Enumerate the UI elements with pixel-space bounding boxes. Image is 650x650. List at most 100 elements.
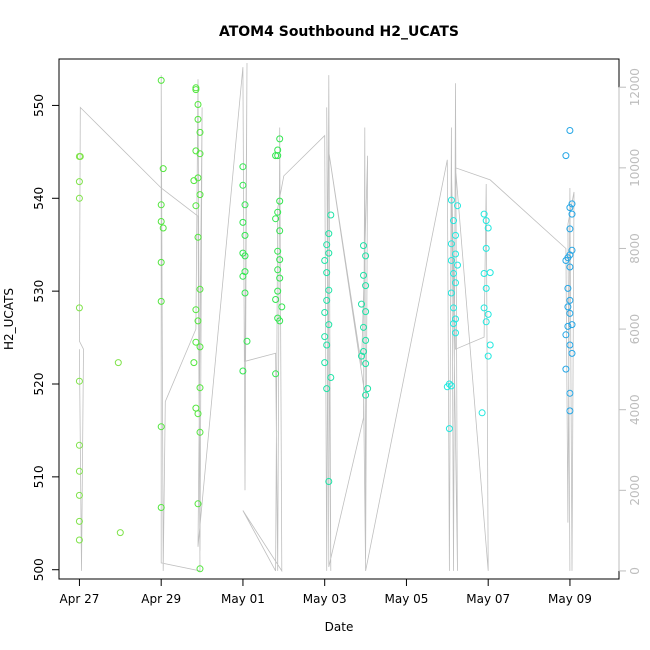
data-point-series-4 — [327, 211, 335, 219]
data-point-series-3 — [276, 227, 284, 235]
x-tick-label: May 05 — [384, 592, 428, 606]
data-point-series-6 — [566, 309, 574, 317]
y-tick-label: 550 — [32, 94, 46, 117]
data-point-series-1 — [76, 153, 84, 160]
data-point-series-5 — [454, 261, 461, 269]
data-point-series-4 — [362, 308, 370, 316]
data-point-series-5 — [484, 310, 492, 318]
data-point-series-6 — [564, 284, 572, 292]
data-point-series-6 — [564, 303, 572, 311]
data-point-series-2 — [157, 218, 165, 225]
data-point-series-3 — [241, 289, 249, 297]
data-point-series-5 — [484, 224, 492, 232]
data-point-series-3 — [272, 215, 280, 223]
data-point-series-3 — [274, 266, 282, 274]
data-point-series-3 — [274, 287, 282, 295]
data-point-series-5 — [484, 352, 492, 360]
data-point-series-5 — [450, 304, 457, 312]
x-tick-label: Apr 29 — [141, 592, 181, 606]
data-point-series-5 — [480, 210, 488, 218]
data-point-series-3 — [239, 367, 247, 375]
chart-title: ATOM4 Southbound H2_UCATS — [219, 24, 459, 40]
data-point-series-4 — [323, 241, 331, 249]
data-point-series-4 — [362, 360, 370, 368]
data-point-series-4 — [360, 323, 367, 331]
data-point-series-5 — [478, 409, 486, 417]
data-point-series-3 — [274, 152, 282, 160]
data-point-series-5 — [447, 382, 455, 390]
data-point-series-4 — [364, 385, 372, 393]
data-point-series-1 — [75, 491, 83, 499]
data-point-series-2 — [194, 101, 202, 108]
data-point-series-4 — [321, 359, 329, 367]
data-point-series-2 — [196, 285, 204, 293]
data-point-series-2 — [157, 258, 165, 266]
data-point-series-6 — [566, 341, 574, 349]
data-point-series-5 — [450, 320, 457, 328]
data-point-series-5 — [450, 217, 457, 225]
x-tick-label: May 07 — [466, 592, 510, 606]
data-point-series-3 — [276, 317, 284, 325]
secondary-series — [78, 62, 575, 573]
data-point-series-4 — [323, 296, 331, 304]
data-point-series-4 — [362, 391, 370, 399]
data-point-series-2 — [192, 338, 200, 346]
y-tick-label: 510 — [32, 465, 46, 488]
data-point-series-5 — [480, 304, 488, 312]
y-axis-label: H2_UCATS — [2, 288, 16, 350]
data-point-series-4 — [325, 249, 333, 257]
data-point-series-3 — [241, 201, 249, 209]
data-point-series-4 — [360, 242, 367, 250]
data-point-series-6 — [562, 365, 570, 373]
data-point-series-1 — [75, 441, 83, 449]
data-point-series-2 — [194, 317, 202, 325]
data-point-series-3 — [272, 296, 280, 303]
data-point-series-3 — [276, 256, 284, 264]
data-point-series-2 — [196, 384, 204, 392]
data-point-series-4 — [327, 374, 335, 381]
data-point-series-2 — [196, 150, 204, 158]
x-axis: Apr 27 Apr 29 May 01 May 03 May 05 May 07 May … — [60, 578, 592, 606]
y2-tick-label: 2000 — [628, 475, 642, 506]
data-point-series-1 — [75, 304, 83, 312]
data-point-series-6 — [566, 296, 574, 304]
data-point-series-4 — [362, 336, 370, 344]
data-point-series-6 — [566, 204, 574, 212]
data-point-series-4 — [323, 385, 331, 393]
data-point-series-5 — [445, 425, 453, 433]
y2-axis: 0 2000 4000 6000 8000 10000 12000 — [618, 68, 642, 575]
data-point-series-4 — [321, 333, 329, 341]
y2-tick-label: 10000 — [628, 149, 642, 187]
data-point-series-5 — [452, 279, 459, 287]
data-point-series-2 — [196, 191, 204, 199]
data-point-series-5 — [482, 318, 490, 326]
y2-tick-label: 6000 — [628, 314, 642, 345]
data-point-series-5 — [447, 240, 455, 248]
data-point-series-2 — [157, 297, 165, 305]
data-point-series-6 — [566, 225, 574, 233]
data-point-series-4 — [325, 478, 333, 485]
data-point-series-1 — [75, 467, 83, 475]
data-point-series-3 — [241, 231, 249, 239]
data-point-series-3 — [239, 181, 247, 189]
data-point-series-4 — [325, 321, 333, 329]
data-point-series-6 — [566, 389, 574, 397]
x-tick-label: May 03 — [303, 592, 347, 606]
data-point-series-3 — [278, 303, 286, 311]
data-point-series-5 — [450, 270, 457, 277]
y-tick-label: 500 — [32, 558, 46, 581]
data-point-series-5 — [480, 270, 488, 277]
data-point-series-3 — [274, 208, 282, 216]
data-point-series-1 — [116, 529, 124, 537]
data-point-series-6 — [568, 200, 576, 208]
y2-tick-label: 0 — [628, 567, 642, 575]
y-tick-label: 540 — [32, 187, 46, 210]
data-point-series-1 — [114, 359, 122, 367]
data-point-series-1 — [75, 178, 83, 186]
data-point-series-3 — [272, 370, 280, 378]
data-point-series-1 — [75, 517, 83, 525]
data-point-series-2 — [196, 343, 204, 351]
data-point-series-6 — [564, 322, 572, 330]
data-point-series-4 — [321, 309, 329, 316]
data-point-series-5 — [447, 257, 455, 264]
